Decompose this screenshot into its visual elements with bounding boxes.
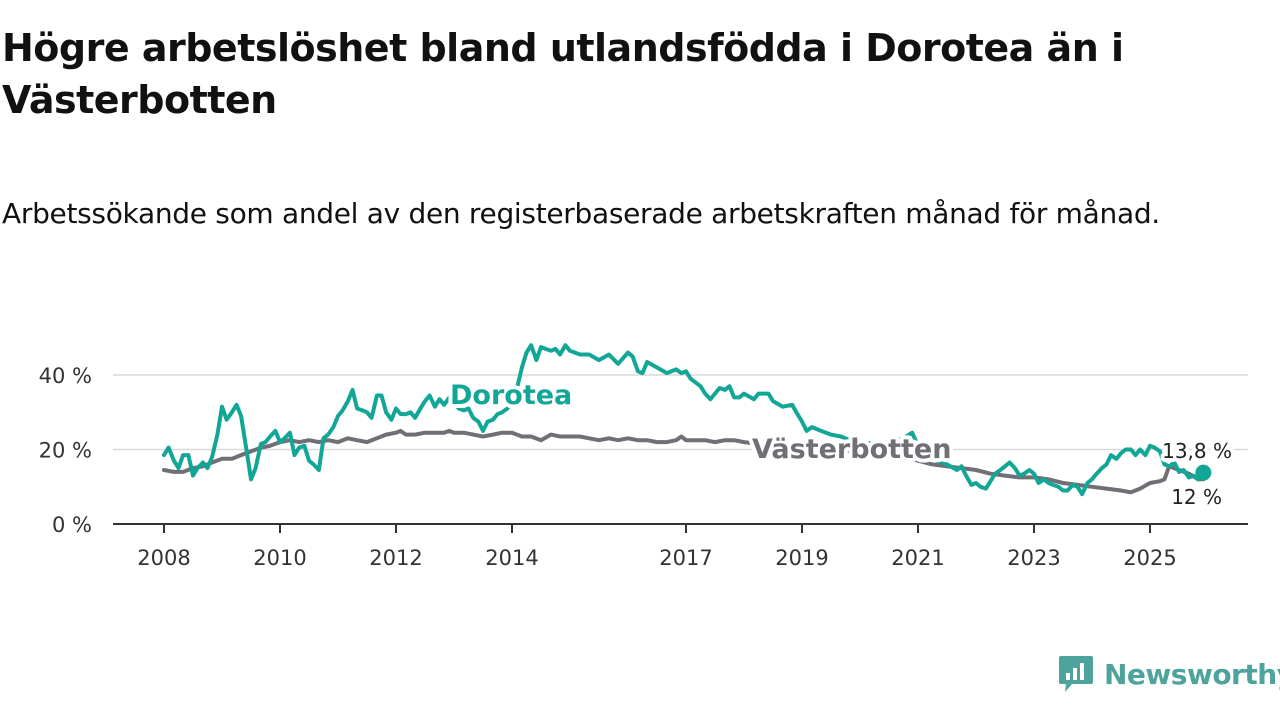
- x-tick-label: 2017: [659, 546, 712, 570]
- page-title: Högre arbetslöshet bland utlandsfödda i …: [2, 26, 1124, 122]
- gridlines: [113, 374, 1248, 451]
- dorotea-end-marker: [1195, 464, 1212, 481]
- y-tick-label: 40 %: [39, 364, 92, 388]
- newsworthy-logo: Newsworthy: [1058, 654, 1280, 694]
- label-dorotea-text: Dorotea: [450, 380, 572, 411]
- end-label-dorotea: 13,8 %13,8 %: [1158, 435, 1236, 467]
- series-line-dorotea: [162, 343, 1206, 497]
- y-tick-label: 20 %: [39, 439, 92, 463]
- newsworthy-icon: [1059, 656, 1093, 692]
- end-label-dorotea-text: 13,8 %: [1162, 439, 1232, 463]
- brand-name: Newsworthy: [1104, 657, 1280, 691]
- end-label-vasterbotten-text: 12 %: [1171, 485, 1222, 509]
- x-tick-label: 2010: [253, 546, 306, 570]
- x-tick-label: 2025: [1123, 546, 1176, 570]
- series-lines: [162, 343, 1212, 497]
- end-label-vasterbotten-halo: 12 %: [1171, 485, 1222, 509]
- y-axis-labels: 0 % 20 % 40 %: [39, 364, 92, 537]
- x-tick-label: 2014: [485, 546, 538, 570]
- x-tick-label: 2021: [891, 546, 944, 570]
- x-tick-label: 2012: [369, 546, 422, 570]
- end-label-dorotea-halo: 13,8 %: [1162, 439, 1232, 463]
- x-tick-label: 2023: [1007, 546, 1060, 570]
- x-tick-label: 2019: [775, 546, 828, 570]
- page-subtitle: Arbetssökande som andel av den registerb…: [2, 197, 1160, 230]
- label-vasterbotten-text: Västerbotten: [752, 434, 951, 465]
- y-tick-label: 0 %: [52, 513, 92, 537]
- x-tick-label: 2008: [137, 546, 190, 570]
- x-axis: 2008 2010 2012 2014 2017 2019 2021 2023 2025: [113, 523, 1248, 570]
- label-dorotea-halo: Dorotea: [450, 380, 572, 411]
- end-label-vasterbotten: 12 %12 %: [1167, 481, 1226, 513]
- label-vasterbotten-halo: Västerbotten: [752, 434, 951, 465]
